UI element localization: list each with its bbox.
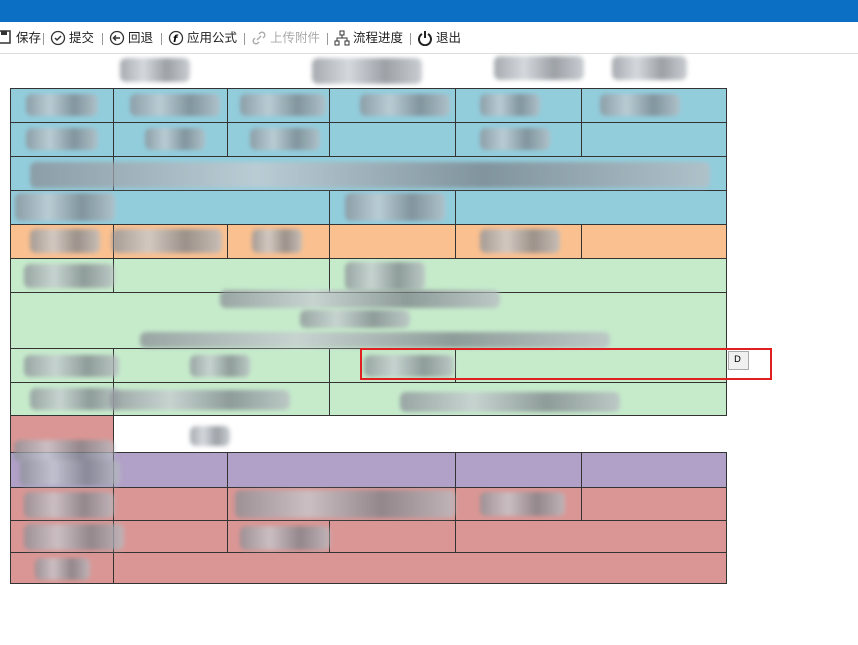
redacted-content xyxy=(35,558,90,580)
redacted-content xyxy=(24,524,124,550)
form-cell xyxy=(581,224,727,259)
label: 退出 xyxy=(436,30,462,45)
icon xyxy=(109,30,125,46)
redacted-content xyxy=(220,290,500,308)
label: 流程进度 xyxy=(353,30,404,45)
icon xyxy=(50,30,66,46)
redacted-content xyxy=(30,229,100,253)
icon: f xyxy=(168,30,184,46)
submit-button[interactable]: 提交 xyxy=(50,28,100,48)
icon xyxy=(252,31,266,45)
separator xyxy=(327,33,328,45)
label: 上传附件 xyxy=(270,30,321,45)
redacted-content xyxy=(345,262,425,290)
toolbar: 保存 提交 回退 f 应用公式 上传附件 流程进度 退出 xyxy=(0,22,858,54)
upload-button[interactable]: 上传附件 xyxy=(251,28,326,48)
redacted-content xyxy=(240,94,326,116)
separator xyxy=(410,33,411,45)
redacted-content xyxy=(20,460,120,486)
label: 保存 xyxy=(16,30,42,45)
side-button[interactable]: D xyxy=(728,351,749,370)
svg-text:f: f xyxy=(173,34,179,45)
redacted-content xyxy=(235,490,455,518)
redacted-content xyxy=(15,193,115,221)
form-cell xyxy=(113,487,228,521)
redacted-content xyxy=(190,355,250,377)
form-cell xyxy=(329,224,456,259)
separator xyxy=(102,33,103,45)
form-cell xyxy=(455,348,727,383)
redacted-content xyxy=(24,492,114,518)
redacted-content xyxy=(480,94,540,116)
redacted-content xyxy=(140,332,610,348)
form-cell xyxy=(113,520,228,553)
form-cell xyxy=(455,520,727,553)
form-cell xyxy=(113,258,330,293)
redacted-content xyxy=(26,128,98,150)
redacted-content xyxy=(145,128,205,150)
redacted-content xyxy=(480,492,565,516)
exit-button[interactable]: 退出 xyxy=(417,28,467,48)
form-cell xyxy=(227,452,456,488)
redacted-content xyxy=(600,94,680,116)
redacted-content xyxy=(30,388,120,410)
redacted-content xyxy=(360,94,450,116)
icon xyxy=(418,31,432,46)
redacted-content xyxy=(312,58,422,84)
form-cell xyxy=(455,452,582,488)
redacted-content xyxy=(400,392,620,412)
form-cell xyxy=(455,190,727,225)
highlight-box xyxy=(360,348,772,380)
redacted-content xyxy=(300,310,410,328)
redacted-content xyxy=(252,229,302,253)
redacted-content xyxy=(24,264,114,288)
label: 应用公式 xyxy=(187,30,238,45)
form-cell xyxy=(581,487,727,521)
redacted-content xyxy=(24,355,119,377)
redacted-content xyxy=(250,128,320,150)
separator xyxy=(43,33,44,45)
progress-button[interactable]: 流程进度 xyxy=(334,28,409,48)
redacted-content xyxy=(345,193,445,221)
redacted-content xyxy=(110,390,290,410)
redacted-content xyxy=(494,56,584,80)
label: 回退 xyxy=(128,30,154,45)
redacted-content xyxy=(120,58,190,82)
form-cell xyxy=(329,520,456,553)
separator xyxy=(161,33,162,45)
save-button[interactable]: 保存 xyxy=(0,28,41,48)
form-cell xyxy=(113,552,727,584)
separator xyxy=(244,33,245,45)
redacted-content xyxy=(26,94,98,116)
label: 提交 xyxy=(69,30,95,45)
icon xyxy=(0,30,11,44)
form-cell xyxy=(581,122,727,157)
redacted-content xyxy=(30,162,710,188)
icon xyxy=(334,30,350,46)
redacted-content xyxy=(612,56,687,80)
redacted-content xyxy=(130,94,220,116)
form-cell xyxy=(581,452,727,488)
rollback-button[interactable]: 回退 xyxy=(109,28,159,48)
redacted-content xyxy=(112,229,222,253)
redacted-content xyxy=(480,128,550,150)
redacted-content xyxy=(240,526,330,550)
form-cell xyxy=(329,122,456,157)
formula-button[interactable]: f 应用公式 xyxy=(168,28,243,48)
form-cell xyxy=(113,452,228,488)
redacted-content xyxy=(190,426,230,446)
redacted-content xyxy=(480,229,560,253)
redacted-content xyxy=(364,355,454,377)
redacted-content xyxy=(14,440,114,462)
title-bar xyxy=(0,0,858,22)
